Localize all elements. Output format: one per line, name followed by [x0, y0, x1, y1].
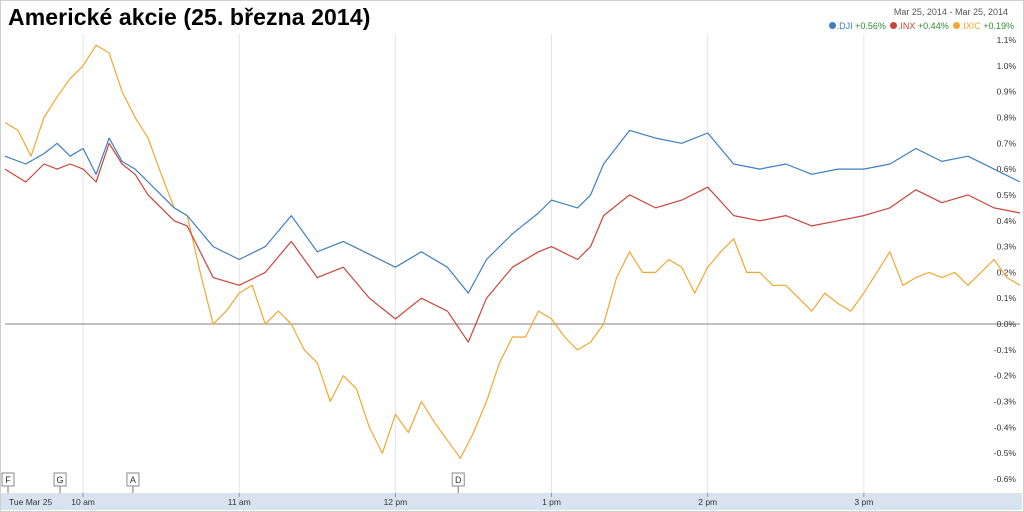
- date-range: Mar 25, 2014 - Mar 25, 2014: [894, 7, 1008, 17]
- legend-item[interactable]: .DJI +0.56%: [828, 21, 886, 31]
- series-line-ixic: [4, 44, 1021, 459]
- marker-flag: [451, 472, 465, 487]
- y-tick-label: 0.8%: [997, 112, 1017, 122]
- y-tick-label: 1.0%: [997, 61, 1017, 71]
- y-tick-label: 0.9%: [997, 87, 1017, 97]
- time-axis-strip: [1, 493, 1022, 510]
- chart-title: Americké akcie (25. března 2014): [8, 4, 371, 30]
- y-tick-label: -0.6%: [994, 474, 1017, 484]
- series-line-inx: [4, 142, 1021, 343]
- x-tick-label: Tue Mar 25: [9, 497, 52, 507]
- marker-label: A: [130, 475, 136, 485]
- series-line-dji: [4, 129, 1021, 294]
- y-tick-label: -0.4%: [994, 422, 1017, 432]
- y-tick-label: 0.7%: [997, 138, 1017, 148]
- y-tick-label: -0.1%: [994, 345, 1017, 355]
- y-tick-label: 1.1%: [997, 35, 1017, 45]
- y-tick-label: -0.2%: [994, 371, 1017, 381]
- x-tick-label: 2 pm: [698, 497, 717, 507]
- y-tick-label: 0.6%: [997, 164, 1017, 174]
- legend-symbol: .INX: [897, 21, 916, 31]
- legend: .DJI +0.56% .INX +0.44% .IXIC +0.19%: [825, 21, 1014, 31]
- legend-change: +0.19%: [980, 21, 1014, 31]
- legend-item[interactable]: .INX +0.44%: [889, 21, 949, 31]
- x-tick-label: 11 am: [228, 497, 251, 507]
- legend-item[interactable]: .IXIC +0.19%: [952, 21, 1014, 31]
- y-tick-label: 0.1%: [997, 293, 1017, 303]
- legend-change: +0.56%: [852, 21, 886, 31]
- x-tick-label: 3 pm: [854, 497, 873, 507]
- x-tick-label: 10 am: [71, 497, 95, 507]
- date-range-separator: -: [949, 7, 953, 17]
- x-tick-label: 1 pm: [542, 497, 561, 507]
- marker-flag: [126, 472, 140, 487]
- marker-label: G: [57, 475, 64, 485]
- legend-symbol: .IXIC: [960, 21, 981, 31]
- y-tick-label: 0.5%: [997, 190, 1017, 200]
- date-range-start: Mar 25, 2014: [893, 7, 947, 17]
- y-tick-label: 0.2%: [997, 267, 1017, 277]
- legend-dot-icon: [828, 22, 836, 29]
- y-tick-label: 0.3%: [997, 242, 1017, 252]
- date-range-end: Mar 25, 2014: [954, 7, 1008, 17]
- legend-dot-icon: [889, 22, 897, 29]
- legend-symbol: .DJI: [836, 21, 853, 31]
- y-tick-label: -0.3%: [994, 397, 1017, 407]
- marker-flag: [53, 472, 67, 487]
- y-tick-label: 0.0%: [997, 319, 1017, 329]
- legend-change: +0.44%: [915, 21, 949, 31]
- legend-dot-icon: [952, 22, 960, 29]
- y-tick-label: 0.4%: [997, 216, 1017, 226]
- marker-label: D: [455, 475, 462, 485]
- marker-flag: [1, 472, 15, 487]
- marker-label: F: [5, 475, 11, 485]
- y-tick-label: -0.5%: [994, 448, 1017, 458]
- x-tick-label: 12 pm: [384, 497, 408, 507]
